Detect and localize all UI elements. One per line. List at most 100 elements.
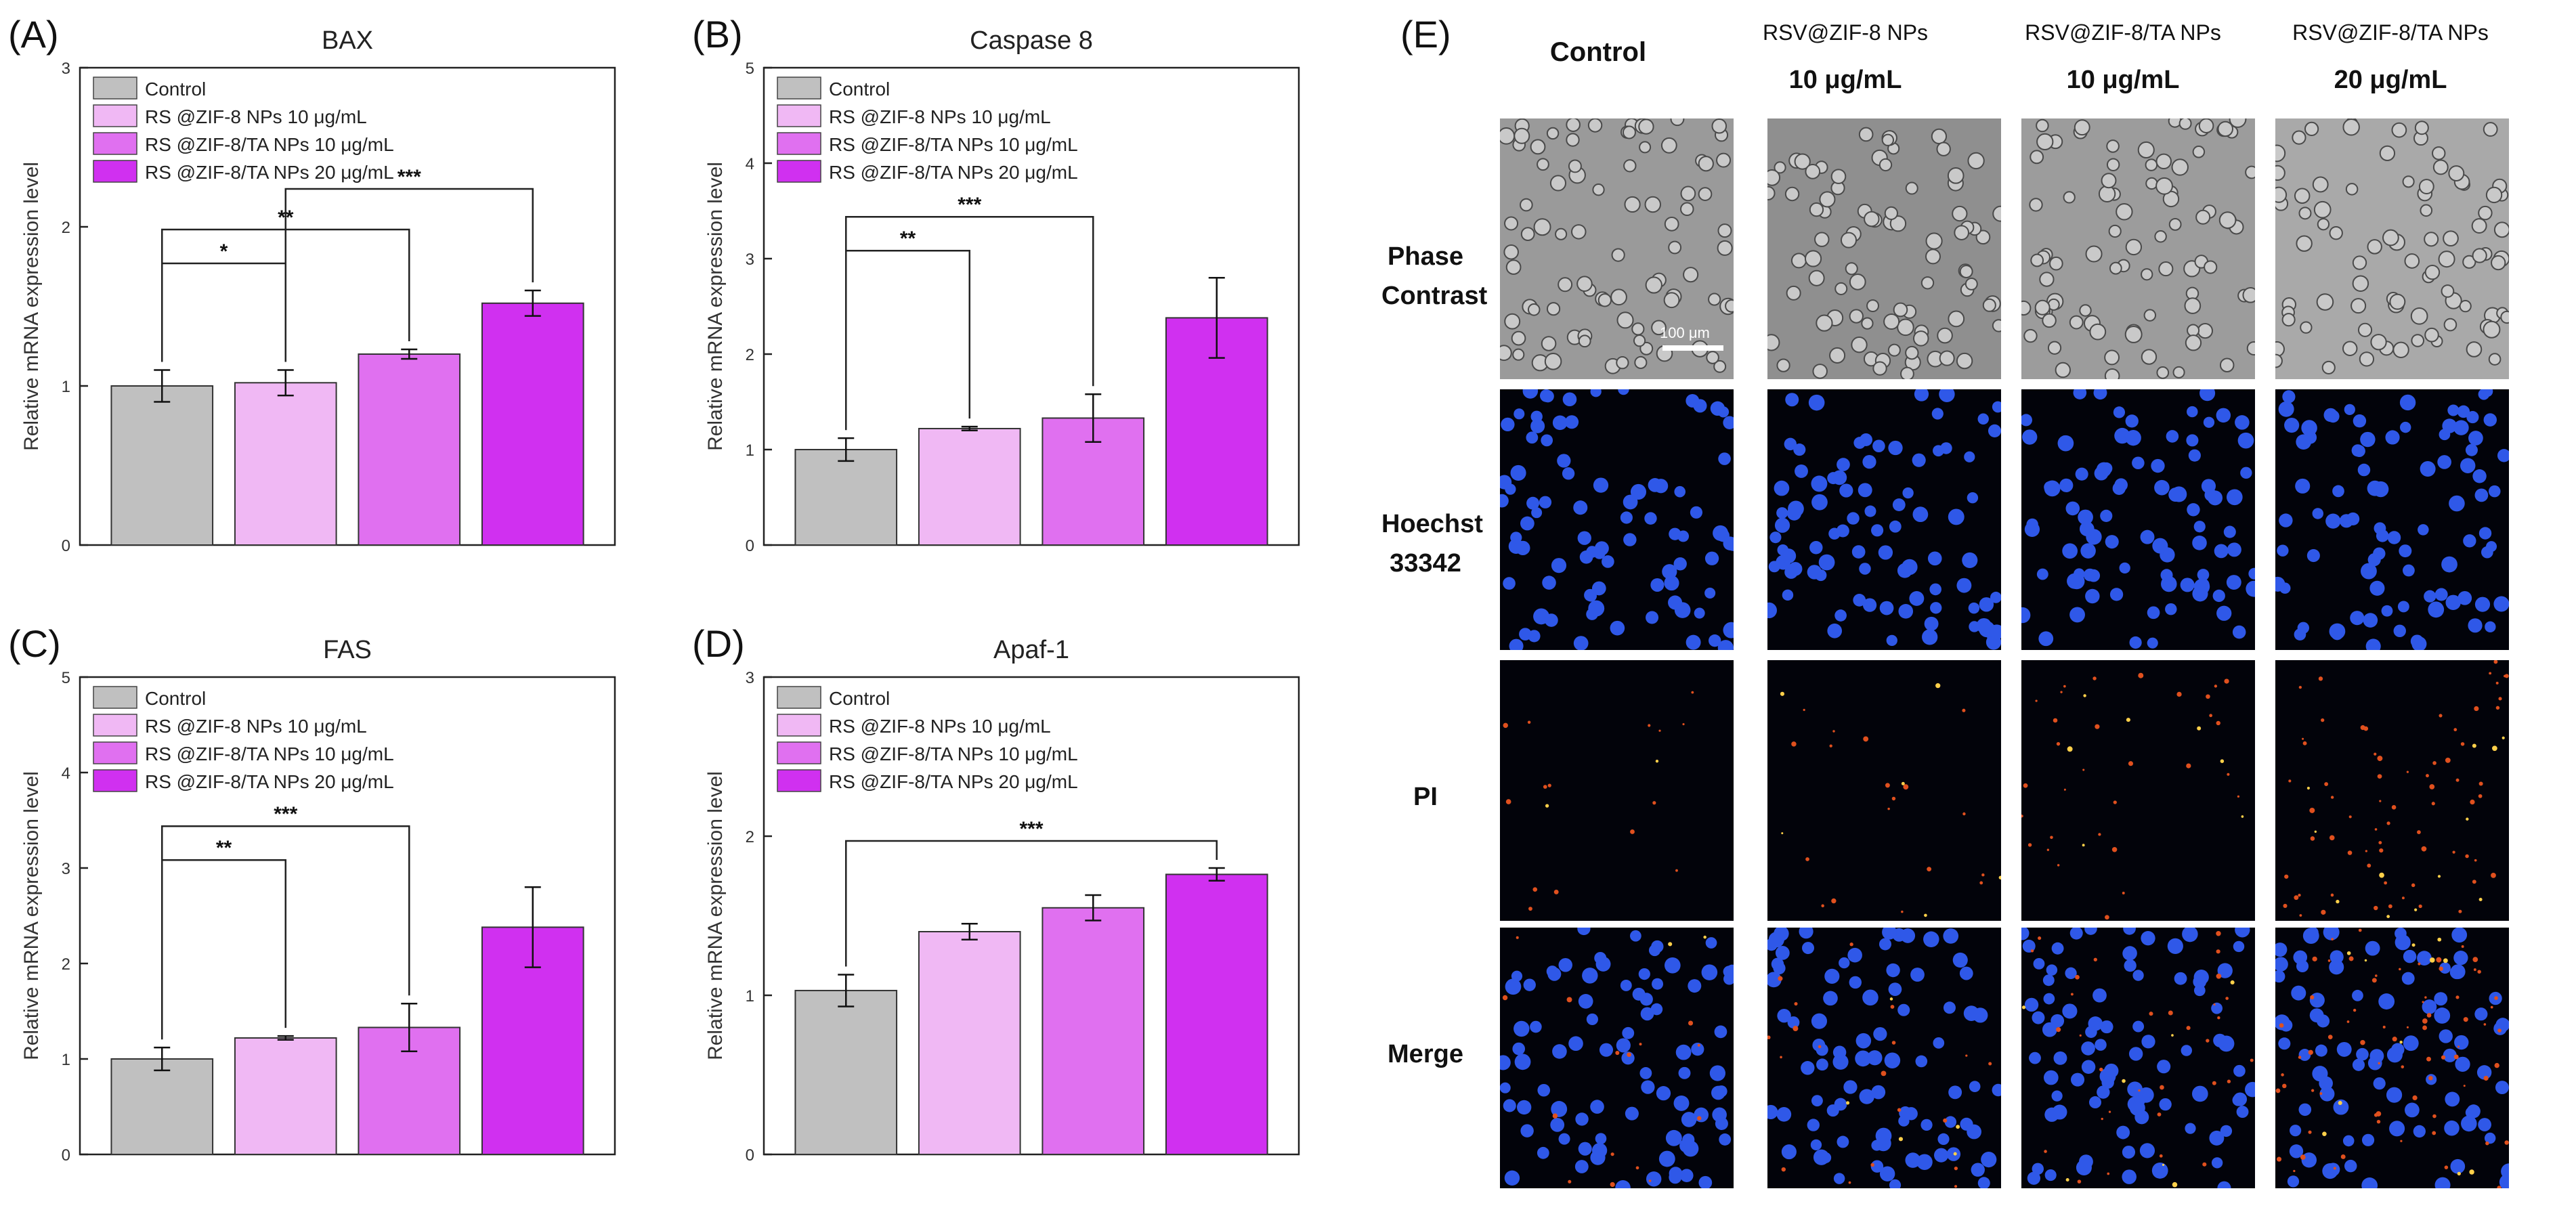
significance-label: ** bbox=[900, 227, 916, 250]
panel-e-microscopy: (E) Control RSV@ZIF-8 NPs 10 μg/mL RSV@Z… bbox=[1381, 0, 2576, 1214]
y-axis-label: Relative mRNA expression level bbox=[20, 771, 43, 1060]
microscopy-image bbox=[2275, 660, 2509, 921]
y-tick-label: 1 bbox=[746, 987, 754, 1005]
y-tick-label: 0 bbox=[62, 1146, 70, 1165]
microscopy-tile-hoechst-3 bbox=[2021, 389, 2255, 650]
legend-label: Control bbox=[829, 688, 890, 709]
legend-label: Control bbox=[145, 688, 206, 709]
legend-swatch bbox=[777, 769, 821, 792]
bar bbox=[234, 1037, 337, 1155]
microscopy-tile-merge-4 bbox=[2275, 928, 2509, 1188]
microscopy-tile-phase-contrast-2 bbox=[1767, 118, 2001, 379]
legend-label: Control bbox=[829, 79, 890, 100]
y-tick-label: 2 bbox=[62, 219, 70, 237]
significance-label: *** bbox=[958, 194, 981, 216]
bar-charts-layer: (A) BAX Relative mRNA expression level 0 1 2 3… bbox=[8, 13, 1300, 1165]
chart-title: Caspase 8 bbox=[970, 26, 1093, 55]
scale-bar-label: 100 μm bbox=[1660, 324, 1710, 341]
bar bbox=[481, 302, 584, 546]
y-tick-label: 3 bbox=[746, 251, 754, 269]
microscopy-tile-pi-1 bbox=[1500, 660, 1734, 921]
significance-bracket bbox=[845, 215, 1094, 431]
bar-chart-apaf-1: (D) Apaf-1 Relative mRNA expression level 0… bbox=[692, 622, 1300, 1165]
bar bbox=[234, 382, 337, 546]
column-header-control: Control bbox=[1486, 37, 1710, 68]
column-header-line2: 10 μg/mL bbox=[2066, 66, 2180, 94]
y-axis-label: Relative mRNA expression level bbox=[704, 771, 727, 1060]
legend-label: RS @ZIF-8/TA NPs 10 μg/mL bbox=[829, 134, 1078, 155]
y-tick-label: 1 bbox=[746, 441, 754, 460]
microscopy-tile-phase-contrast-4 bbox=[2275, 118, 2509, 379]
bar-chart-fas: (C) FAS Relative mRNA expression level 0 1 2 3… bbox=[8, 622, 616, 1165]
y-tick-label: 2 bbox=[62, 955, 70, 974]
legend-label: Control bbox=[145, 79, 206, 100]
microscopy-tile-hoechst-1 bbox=[1500, 389, 1734, 650]
legend-swatch bbox=[93, 77, 137, 100]
microscopy-tile-pi-3 bbox=[2021, 660, 2255, 921]
legend-label: RS @ZIF-8/TA NPs 10 μg/mL bbox=[829, 743, 1078, 764]
y-tick-label: 0 bbox=[746, 1146, 754, 1165]
bar bbox=[358, 353, 461, 546]
microscopy-tile-merge-3 bbox=[2021, 928, 2255, 1188]
legend-swatch bbox=[93, 769, 137, 792]
microscopy-image bbox=[2021, 928, 2255, 1188]
column-header-zif8ta-20: RSV@ZIF-8/TA NPs 20 μg/mL bbox=[2269, 20, 2512, 95]
legend-label: RS @ZIF-8/TA NPs 20 μg/mL bbox=[829, 162, 1078, 183]
y-tick-label: 5 bbox=[746, 60, 754, 78]
y-tick-label: 3 bbox=[746, 669, 754, 687]
legend-swatch bbox=[777, 741, 821, 764]
row-label-merge: Merge bbox=[1388, 1040, 1463, 1068]
microscopy-image bbox=[1500, 389, 1734, 650]
legend-label: RS @ZIF-8/TA NPs 10 μg/mL bbox=[145, 743, 394, 764]
microscopy-image bbox=[2021, 660, 2255, 921]
plot-frame bbox=[79, 66, 616, 546]
legend-swatch bbox=[777, 132, 821, 155]
y-tick-label: 1 bbox=[62, 378, 70, 396]
microscopy-tile-phase-contrast-1 bbox=[1500, 118, 1734, 379]
bar bbox=[1042, 907, 1145, 1155]
microscopy-image bbox=[1500, 660, 1734, 921]
legend-swatch bbox=[777, 686, 821, 709]
y-tick-label: 4 bbox=[62, 764, 70, 783]
y-tick-label: 2 bbox=[746, 346, 754, 364]
plot-frame bbox=[763, 676, 1300, 1156]
significance-label: *** bbox=[1019, 818, 1043, 840]
column-header-zif8ta-10: RSV@ZIF-8/TA NPs 10 μg/mL bbox=[1994, 20, 2252, 95]
legend-swatch bbox=[93, 686, 137, 709]
significance-bracket bbox=[845, 840, 1218, 967]
plot-frame bbox=[763, 66, 1300, 546]
microscopy-image bbox=[2021, 118, 2255, 379]
chart-title: Apaf-1 bbox=[993, 636, 1069, 664]
significance-label: *** bbox=[398, 166, 421, 188]
significance-bracket bbox=[161, 825, 410, 1040]
significance-bracket bbox=[845, 249, 970, 431]
bar-chart-bax: (A) BAX Relative mRNA expression level 0 1 2 3… bbox=[8, 13, 616, 555]
legend-label: RS @ZIF-8/TA NPs 10 μg/mL bbox=[145, 134, 394, 155]
column-header-line2: 10 μg/mL bbox=[1788, 66, 1902, 94]
microscopy-tile-hoechst-2 bbox=[1767, 389, 2001, 650]
microscopy-tile-pi-4 bbox=[2275, 660, 2509, 921]
significance-bracket bbox=[161, 859, 286, 1040]
bar bbox=[110, 1058, 214, 1155]
legend-swatch bbox=[93, 132, 137, 155]
plot-frame bbox=[79, 676, 616, 1156]
bar bbox=[918, 931, 1021, 1155]
significance-bracket bbox=[284, 188, 534, 362]
significance-label: *** bbox=[274, 803, 297, 825]
bar-chart-caspase-8: (B) Caspase 8 Relative mRNA expression lev… bbox=[692, 13, 1300, 555]
panel-label-e: (E) bbox=[1400, 13, 1451, 56]
microscopy-image bbox=[1500, 118, 1734, 379]
panel-label: (B) bbox=[692, 13, 743, 56]
column-header-line1: Control bbox=[1549, 37, 1647, 67]
y-tick-label: 3 bbox=[62, 860, 70, 878]
y-axis-label: Relative mRNA expression level bbox=[704, 162, 727, 451]
row-label-pi: PI bbox=[1413, 783, 1438, 811]
microscopy-tile-pi-2 bbox=[1767, 660, 2001, 921]
bar bbox=[110, 385, 214, 546]
column-header-line1: RSV@ZIF-8/TA NPs bbox=[2292, 20, 2489, 45]
column-header-line1: RSV@ZIF-8 NPs bbox=[1762, 20, 1929, 45]
legend-label: RS @ZIF-8 NPs 10 μg/mL bbox=[145, 106, 367, 127]
y-tick-label: 3 bbox=[62, 60, 70, 78]
row-label-hoechst: Hoechst 33342 bbox=[1381, 510, 1483, 578]
significance-label: ** bbox=[216, 837, 232, 859]
